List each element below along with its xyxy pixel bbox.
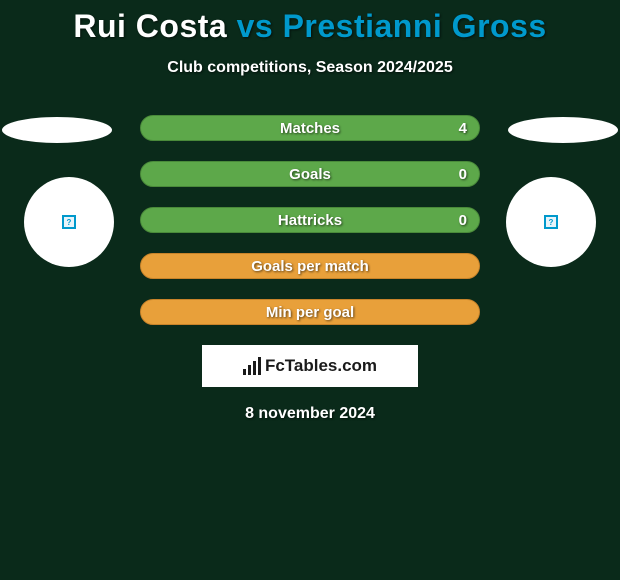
stat-value-right: 4: [459, 120, 467, 137]
vs-separator: vs: [237, 8, 274, 44]
placeholder-badge-icon: ?: [62, 215, 76, 229]
comparison-title: Rui Costa vs Prestianni Gross: [0, 0, 620, 45]
player1-avatar-circle: ?: [24, 177, 114, 267]
brand-text: FcTables.com: [265, 356, 377, 376]
stat-value-right: 0: [459, 212, 467, 229]
bar-chart-icon: [243, 357, 261, 375]
stats-arena: ? ? Matches 4 Goals 0 Hattricks 0 Goals …: [0, 115, 620, 325]
stat-row-min-per-goal: Min per goal: [140, 299, 480, 325]
stat-label: Goals: [289, 166, 331, 183]
stat-row-goals-per-match: Goals per match: [140, 253, 480, 279]
player1-name: Rui Costa: [73, 8, 227, 44]
competition-subtitle: Club competitions, Season 2024/2025: [0, 59, 620, 77]
placeholder-badge-icon: ?: [544, 215, 558, 229]
stat-row-hattricks: Hattricks 0: [140, 207, 480, 233]
brand-badge: FcTables.com: [202, 345, 418, 387]
player2-avatar-circle: ?: [506, 177, 596, 267]
decor-ellipse-right: [508, 117, 618, 143]
stat-row-matches: Matches 4: [140, 115, 480, 141]
decor-ellipse-left: [2, 117, 112, 143]
stat-label: Matches: [280, 120, 340, 137]
stat-label: Min per goal: [266, 304, 354, 321]
stat-row-goals: Goals 0: [140, 161, 480, 187]
snapshot-date: 8 november 2024: [0, 405, 620, 423]
stat-bars: Matches 4 Goals 0 Hattricks 0 Goals per …: [140, 115, 480, 325]
stat-label: Hattricks: [278, 212, 342, 229]
stat-value-right: 0: [459, 166, 467, 183]
player2-name: Prestianni Gross: [283, 8, 547, 44]
stat-label: Goals per match: [251, 258, 369, 275]
